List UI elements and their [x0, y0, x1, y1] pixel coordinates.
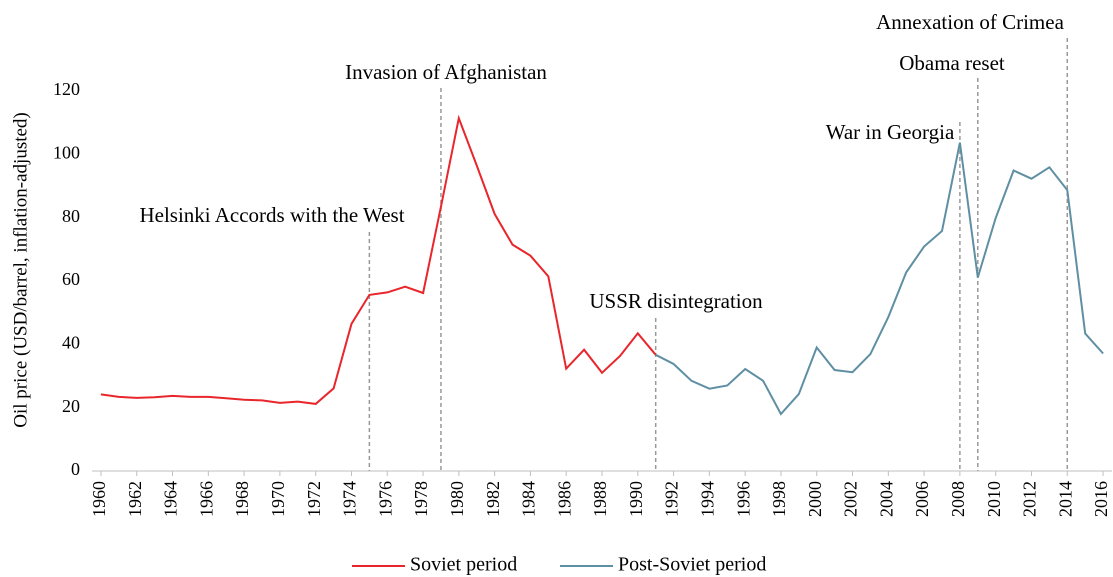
x-tick-label: 1972	[304, 481, 324, 517]
y-tick-label: 80	[62, 206, 80, 226]
y-tick-label: 120	[53, 79, 80, 99]
y-tick-label: 60	[62, 269, 80, 289]
annotation-label: War in Georgia	[826, 120, 955, 144]
x-tick-label: 2014	[1055, 481, 1075, 517]
y-tick-label: 100	[53, 142, 80, 162]
x-tick-label: 2008	[948, 481, 968, 517]
x-tick-label: 1964	[161, 481, 181, 517]
x-tick-label: 1994	[697, 481, 717, 517]
y-axis-label: Oil price (USD/barrel, inflation-adjuste…	[10, 112, 31, 428]
annotation-label: Annexation of Crimea	[876, 10, 1064, 34]
annotation-label: USSR disintegration	[589, 289, 763, 313]
y-tick-label: 40	[62, 332, 80, 352]
annotation-label: Helsinki Accords with the West	[139, 203, 404, 227]
y-tick-label: 0	[71, 459, 80, 479]
annotation-label: Invasion of Afghanistan	[345, 60, 547, 84]
x-tick-label: 1968	[232, 481, 252, 517]
x-tick-label: 1998	[769, 481, 789, 517]
series-line	[655, 142, 1104, 416]
x-tick-label: 1982	[483, 481, 503, 517]
x-tick-label: 2004	[876, 481, 896, 517]
x-tick-label: 1984	[519, 481, 539, 517]
legend-label: Post-Soviet period	[618, 554, 766, 576]
annotation-label: Obama reset	[899, 51, 1005, 75]
x-tick-label: 1990	[626, 481, 646, 517]
x-tick-label: 1986	[554, 481, 574, 517]
x-tick-label: 2006	[912, 481, 932, 517]
x-tick-label: 1992	[662, 481, 682, 517]
x-tick-label: 2010	[984, 481, 1004, 517]
x-tick-label: 1980	[447, 481, 467, 517]
x-tick-label: 2000	[805, 481, 825, 517]
x-tick-label: 1960	[89, 481, 109, 517]
x-tick-label: 1962	[125, 481, 145, 517]
x-tick-label: 1974	[340, 481, 360, 517]
y-tick-label: 20	[62, 396, 80, 416]
x-tick-label: 1978	[411, 481, 431, 517]
x-tick-label: 1988	[590, 481, 610, 517]
x-tick-label: 2012	[1020, 481, 1040, 517]
legend-label: Soviet period	[410, 554, 517, 576]
x-tick-label: 1966	[196, 481, 216, 517]
x-tick-label: 1996	[733, 481, 753, 517]
x-tick-label: 1976	[375, 481, 395, 517]
series-line	[100, 114, 657, 405]
x-tick-label: 2002	[841, 481, 861, 517]
x-tick-label: 2016	[1091, 481, 1111, 517]
x-tick-label: 1970	[268, 481, 288, 517]
